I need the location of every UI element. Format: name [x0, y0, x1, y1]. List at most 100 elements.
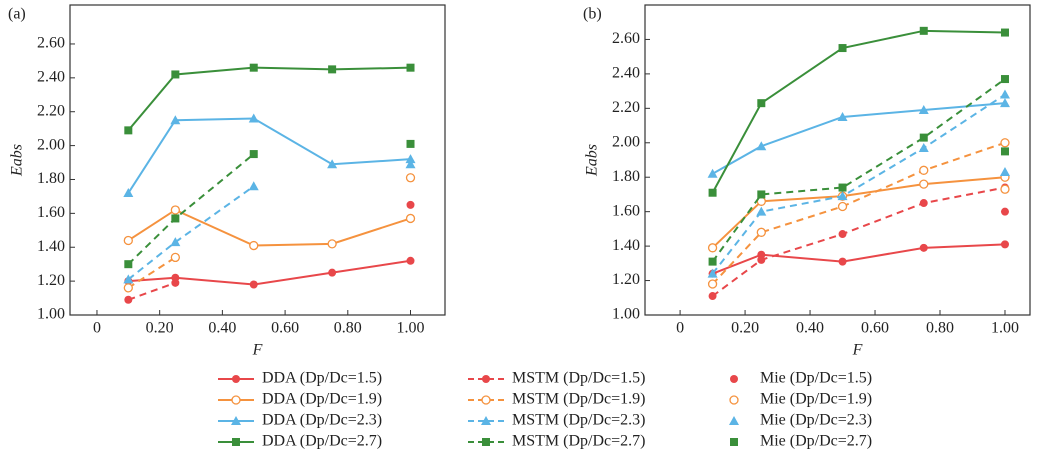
marker: [707, 268, 718, 278]
marker: [171, 214, 180, 223]
y-tick-label: 1.00: [37, 306, 65, 323]
marker: [999, 89, 1010, 99]
marker: [1000, 207, 1009, 216]
marker: [232, 375, 240, 383]
y-tick-label: 1.60: [37, 204, 65, 221]
marker: [1000, 75, 1009, 84]
legend-entry: DDA (Dp/Dc=2.3): [218, 412, 382, 429]
marker: [1000, 138, 1010, 148]
legend-entry: DDA (Dp/Dc=1.9): [218, 391, 382, 408]
legend-label: DDA (Dp/Dc=2.3): [262, 412, 382, 429]
marker: [249, 280, 258, 289]
legend-entry: Mie (Dp/Dc=2.7): [730, 433, 872, 450]
y-tick-label: 2.40: [612, 65, 640, 82]
marker: [249, 240, 259, 251]
x-tick-label: 1.00: [991, 320, 1019, 337]
series-line: [127, 153, 255, 265]
marker: [919, 243, 928, 252]
marker: [837, 111, 848, 121]
marker: [171, 278, 180, 287]
legend-label: Mie (Dp/Dc=2.3): [760, 412, 872, 429]
y-tick-label: 2.20: [37, 102, 65, 119]
marker: [124, 126, 133, 135]
y-axis-label: Eabs: [9, 144, 26, 177]
marker: [999, 98, 1010, 108]
x-tick-label: 0.60: [271, 320, 299, 337]
marker: [123, 283, 133, 293]
marker: [123, 274, 134, 284]
y-tick-label: 2.20: [612, 99, 640, 116]
legend-label: MSTM (Dp/Dc=1.9): [512, 391, 645, 408]
marker: [708, 188, 717, 197]
x-axis-label: F: [252, 342, 263, 359]
marker: [123, 188, 134, 198]
marker: [171, 70, 180, 79]
series-line: [711, 78, 1006, 263]
marker: [249, 150, 258, 159]
legend-label: Mie (Dp/Dc=1.9): [760, 391, 872, 408]
marker: [757, 190, 766, 199]
marker: [838, 230, 847, 239]
marker: [1000, 240, 1009, 249]
marker: [729, 395, 739, 405]
x-tick-label: 0.40: [796, 320, 824, 337]
series-line: [127, 208, 411, 247]
series-line: [127, 66, 411, 131]
marker: [405, 159, 416, 169]
x-tick-label: 0.20: [146, 320, 174, 337]
y-tick-label: 1.40: [612, 237, 640, 254]
x-tick-label: 1.00: [397, 320, 425, 337]
marker: [231, 416, 241, 425]
series-line: [127, 256, 176, 289]
x-tick-label: 0.80: [334, 320, 362, 337]
x-tick-label: 0: [93, 320, 101, 337]
legend-label: DDA (Dp/Dc=2.7): [262, 433, 382, 450]
marker: [170, 252, 181, 263]
marker: [729, 416, 739, 425]
marker: [838, 257, 847, 266]
marker: [756, 227, 766, 237]
y-tick-label: 1.80: [37, 170, 65, 187]
marker: [232, 438, 240, 446]
x-tick-label: 0.60: [861, 320, 889, 337]
legend-label: MSTM (Dp/Dc=1.5): [512, 370, 645, 387]
marker: [481, 416, 491, 425]
legend-entry: MSTM (Dp/Dc=2.3): [468, 412, 645, 429]
marker: [756, 141, 767, 151]
marker: [1000, 28, 1009, 37]
marker: [837, 201, 848, 212]
legend-label: DDA (Dp/Dc=1.9): [262, 391, 382, 408]
legend-label: Mie (Dp/Dc=1.5): [760, 370, 872, 387]
marker: [919, 26, 928, 35]
marker: [918, 105, 929, 115]
marker: [1000, 147, 1009, 156]
legend-entry: MSTM (Dp/Dc=2.7): [468, 433, 645, 450]
legend-label: MSTM (Dp/Dc=2.3): [512, 412, 645, 429]
marker: [919, 165, 929, 175]
marker: [248, 181, 259, 191]
legend-entry: Mie (Dp/Dc=2.3): [729, 412, 872, 429]
marker: [708, 257, 717, 266]
marker: [406, 256, 415, 265]
marker: [406, 200, 415, 209]
x-tick-label: 0.20: [731, 320, 759, 337]
marker: [756, 206, 767, 216]
y-tick-label: 1.40: [37, 238, 65, 255]
legend-label: DDA (Dp/Dc=1.5): [262, 370, 382, 387]
marker: [405, 173, 416, 183]
legend-label: Mie (Dp/Dc=2.7): [760, 433, 872, 450]
marker: [837, 191, 848, 201]
marker: [707, 243, 718, 253]
marker: [406, 139, 415, 148]
marker: [231, 395, 241, 405]
plot-frame: [644, 4, 1031, 316]
x-tick-label: 0.80: [926, 320, 954, 337]
y-tick-label: 1.00: [612, 306, 640, 323]
legend-entry: MSTM (Dp/Dc=1.5): [468, 370, 645, 387]
marker: [406, 63, 415, 72]
marker: [730, 438, 738, 446]
series-line: [711, 186, 1006, 297]
marker: [124, 295, 133, 304]
